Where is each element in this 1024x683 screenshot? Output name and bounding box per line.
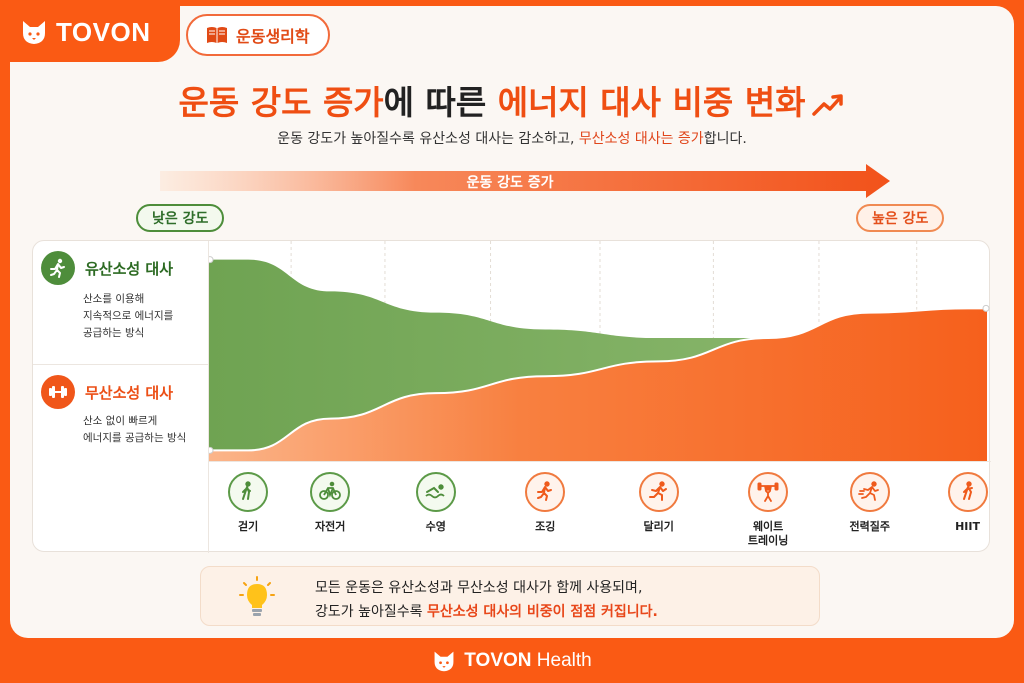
activity-label: 걷기 xyxy=(237,520,259,533)
lightbulb-icon xyxy=(239,576,275,616)
activity-item: 조깅 xyxy=(505,472,585,534)
area-chart xyxy=(206,241,991,461)
intensity-arrow-label: 운동 강도 증가 xyxy=(466,175,554,191)
subtitle-part1: 운동 강도가 높아질수록 유산소성 대사는 감소하고, xyxy=(277,131,579,147)
hiit-icon xyxy=(947,472,988,512)
activity-label: 달리기 xyxy=(643,520,674,533)
category-tag-label: 운동생리학 xyxy=(236,27,310,46)
activity-item: 걷기 xyxy=(208,472,288,534)
running-person-icon xyxy=(41,251,75,285)
endpoint-marker xyxy=(206,256,214,264)
activity-label: 수영 xyxy=(425,520,446,533)
high-intensity-badge: 높은 강도 xyxy=(856,204,945,232)
legend-anaerobic: 무산소성 대사 산소 없이 빠르게 에너지를 공급하는 방식 xyxy=(33,365,209,461)
endpoint-marker xyxy=(982,304,990,312)
legend-anaerobic-desc-line: 에너지를 공급하는 방식 xyxy=(83,432,187,444)
activity-item: 자전거 xyxy=(290,472,370,534)
footer-brand-name: TOVON Health xyxy=(464,650,591,672)
brand-header: TOVON xyxy=(20,12,150,52)
subtitle-highlight: 무산소성 대사는 증가 xyxy=(578,131,704,147)
activity-label: 조깅 xyxy=(535,520,556,533)
chart-panel: 유산소성 대사 산소를 이용해 지속적으로 에너지를 공급하는 방식 xyxy=(32,240,991,553)
legend-anaerobic-desc: 산소 없이 빠르게 에너지를 공급하는 방식 xyxy=(83,413,207,447)
fox-logo-icon xyxy=(434,651,454,672)
dumbbell-icon xyxy=(41,375,75,409)
legend-aerobic: 유산소성 대사 산소를 이용해 지속적으로 에너지를 공급하는 방식 xyxy=(33,241,209,365)
sprinting-icon xyxy=(849,472,890,512)
category-tag: 운동생리학 xyxy=(186,14,330,56)
note-line-2a: 강도가 높아질수록 xyxy=(315,604,427,620)
note-line-2: 강도가 높아질수록 무산소성 대사의 비중이 점점 커집니다. xyxy=(315,601,658,621)
low-intensity-badge: 낮은 강도 xyxy=(136,204,225,232)
note-highlight: 무산소성 대사의 비중이 점점 커집니다. xyxy=(426,604,658,620)
subtitle-part3: 합니다. xyxy=(703,131,747,147)
arrow-right-icon xyxy=(160,164,890,198)
activity-item: 웨이트 트레이닝 xyxy=(728,472,808,548)
activity-label: 웨이트 트레이닝 xyxy=(747,520,789,547)
activity-item: 수영 xyxy=(396,472,476,534)
bicycle-icon xyxy=(310,472,351,512)
info-note: 모든 운동은 유산소성과 무산소성 대사가 함께 사용되며, 강도가 높아질수록… xyxy=(200,566,820,626)
legend-anaerobic-desc-line: 산소 없이 빠르게 xyxy=(83,415,158,427)
running-icon xyxy=(638,472,679,512)
walking-icon xyxy=(228,472,269,512)
legend-aerobic-title: 유산소성 대사 xyxy=(85,259,174,278)
activity-item: 달리기 xyxy=(619,472,699,534)
area-chart-svg xyxy=(206,241,990,461)
title-middle: 에 따른 xyxy=(383,83,498,122)
activity-item: HIIT xyxy=(928,472,1008,534)
footer-brand: TOVON Health xyxy=(0,646,1024,676)
swimming-icon xyxy=(415,472,456,512)
footer-brand-suffix: Health xyxy=(531,650,592,671)
fox-logo-icon xyxy=(23,21,45,44)
activity-label: 전력질주 xyxy=(849,520,891,533)
book-icon xyxy=(207,27,227,43)
page-title: 운동 강도 증가에 따른 에너지 대사 비중 변화 xyxy=(0,76,1024,124)
brand-name: TOVON xyxy=(56,16,151,47)
endpoint-marker xyxy=(206,446,214,454)
title-highlight-1: 운동 강도 증가 xyxy=(178,83,384,122)
weightlifting-icon xyxy=(748,472,789,512)
legend-column: 유산소성 대사 산소를 이용해 지속적으로 에너지를 공급하는 방식 xyxy=(33,241,209,553)
jogging-icon xyxy=(525,472,566,512)
anaerobic-area xyxy=(209,308,987,461)
activity-label: 자전거 xyxy=(315,520,346,533)
legend-anaerobic-title: 무산소성 대사 xyxy=(85,383,174,402)
activity-label: HIIT xyxy=(955,520,980,533)
legend-aerobic-desc-line: 공급하는 방식 xyxy=(83,327,145,339)
anaerobic-line xyxy=(209,307,987,452)
intensity-arrow: 운동 강도 증가 xyxy=(160,164,892,198)
page-subtitle: 운동 강도가 높아질수록 유산소성 대사는 감소하고, 무산소성 대사는 증가합… xyxy=(0,128,1024,148)
legend-aerobic-desc: 산소를 이용해 지속적으로 에너지를 공급하는 방식 xyxy=(83,291,207,342)
legend-aerobic-desc-line: 산소를 이용해 xyxy=(83,293,145,305)
footer-brand-bold: TOVON xyxy=(464,650,532,671)
note-line-1: 모든 운동은 유산소성과 무산소성 대사가 함께 사용되며, xyxy=(315,580,643,596)
title-highlight-2: 에너지 대사 비중 변화 xyxy=(497,83,806,122)
legend-aerobic-desc-line: 지속적으로 에너지를 xyxy=(83,310,174,322)
activity-item: 전력질주 xyxy=(830,472,910,534)
trend-up-icon xyxy=(812,93,844,116)
activity-row: 걷기 자전거 수영 조깅 달리기 웨이트 트레이닝 전력질주 HIIT xyxy=(209,461,991,553)
